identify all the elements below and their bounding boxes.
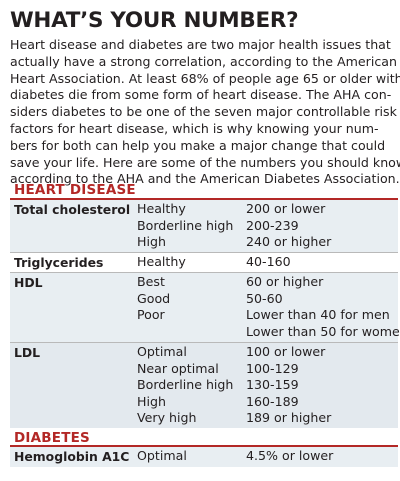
test-name: LDL	[14, 345, 41, 360]
level-list: Best Good Poor	[137, 274, 170, 324]
value-label: 160-189	[246, 393, 299, 409]
value-label: 100 or lower	[246, 344, 326, 359]
row-hdl: HDL Best Good Poor 60 or higher 50-60 Lo…	[10, 273, 400, 342]
value-list: 100 or lower 100-129 130-159 160-189 189…	[246, 344, 331, 427]
diabetes-heading: DIABETES	[14, 430, 90, 446]
row-ldl: LDL Optimal Near optimal Borderline high…	[10, 343, 398, 428]
value-label: 4.5% or lower	[246, 448, 334, 463]
row-divider	[10, 252, 398, 253]
level-list: Healthy	[137, 254, 186, 271]
row-divider	[10, 272, 398, 273]
level-label: Best	[137, 274, 165, 289]
intro-line: Heart disease and diabetes are two major…	[10, 37, 391, 52]
level-label: High	[137, 234, 166, 250]
value-label: 60 or higher	[246, 274, 324, 289]
level-list: Optimal	[137, 448, 187, 465]
level-label: Near optimal	[137, 360, 219, 376]
intro-line: actually have a strong correlation, acco…	[10, 53, 397, 69]
value-list: 40-160	[246, 254, 291, 271]
level-label: High	[137, 393, 166, 409]
value-label: 50-60	[246, 290, 283, 306]
level-label: Optimal	[137, 448, 187, 463]
value-label: 200-239	[246, 217, 299, 233]
row-triglycerides: Triglycerides Healthy 40-160	[10, 253, 398, 272]
level-list: Optimal Near optimal Borderline high Hig…	[137, 344, 233, 427]
intro-line: save your life. Here are some of the num…	[10, 154, 400, 170]
test-name: Triglycerides	[14, 255, 104, 270]
intro-line: bers for both can help you make a major …	[10, 137, 386, 153]
test-name: Total cholesterol	[14, 202, 131, 217]
heart-disease-heading: HEART DISEASE	[14, 182, 136, 198]
value-label: 240 or higher	[246, 234, 332, 250]
level-label: Good	[137, 290, 171, 306]
level-label: Optimal	[137, 344, 187, 359]
value-list: 60 or higher 50-60 Lower than 40 for men…	[246, 274, 400, 340]
diabetes-rule	[10, 445, 398, 447]
level-label: Very high	[137, 410, 197, 426]
value-label: Lower than 50 for women	[246, 323, 400, 339]
intro-line: Heart Association. At least 68% of peopl…	[10, 70, 400, 86]
intro-line: diabetes die from some form of heart dis…	[10, 87, 392, 103]
level-label: Healthy	[137, 254, 186, 269]
value-label: 189 or higher	[246, 410, 332, 426]
level-label: Borderline high	[137, 217, 234, 233]
row-hemoglobin-a1c: Hemoglobin A1C Optimal 4.5% or lower	[10, 447, 398, 467]
value-label: 200 or lower	[246, 201, 326, 216]
row-divider	[10, 342, 398, 343]
intro-line: factors for heart disease, which is why …	[10, 120, 379, 136]
heart-disease-rule	[10, 198, 398, 200]
value-label: 130-159	[246, 377, 299, 393]
intro-line: siders diabetes to be one of the seven m…	[10, 104, 397, 120]
test-name: HDL	[14, 275, 43, 290]
value-label: 40-160	[246, 254, 291, 269]
test-name: Hemoglobin A1C	[14, 449, 130, 464]
level-label: Borderline high	[137, 377, 234, 393]
row-total-cholesterol: Total cholesterol Healthy Borderline hig…	[10, 200, 398, 252]
level-label: Healthy	[137, 201, 186, 216]
value-label: Lower than 40 for men	[246, 307, 390, 323]
value-list: 4.5% or lower	[246, 448, 333, 465]
level-list: Healthy Borderline high High	[137, 201, 233, 251]
intro-paragraph: Heart disease and diabetes are two major…	[10, 37, 400, 188]
level-label: Poor	[137, 307, 165, 323]
page-title: WHAT’S YOUR NUMBER?	[10, 8, 299, 33]
intro-line: according to the AHA and the American Di…	[10, 171, 400, 187]
value-list: 200 or lower 200-239 240 or higher	[246, 201, 331, 251]
value-label: 100-129	[246, 360, 299, 376]
